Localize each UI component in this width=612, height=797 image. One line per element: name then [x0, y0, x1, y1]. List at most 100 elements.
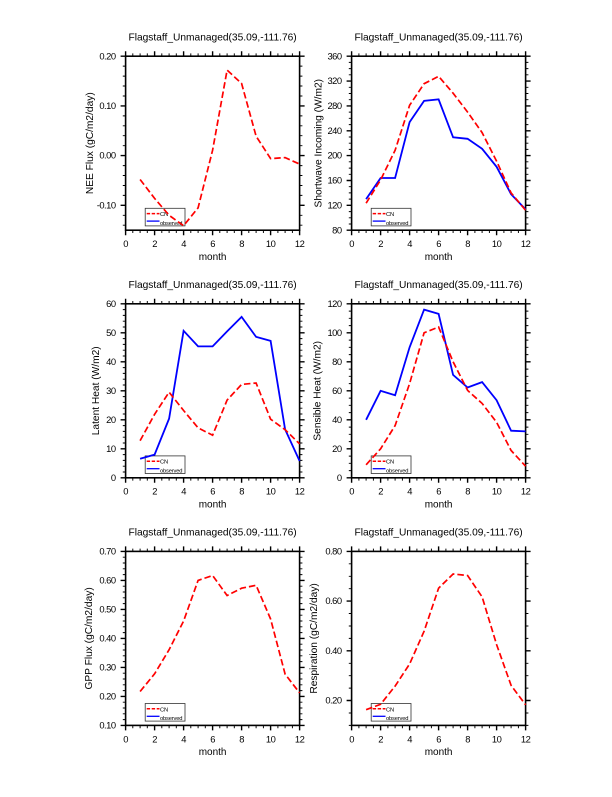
svg-text:0: 0: [123, 238, 128, 249]
svg-text:12: 12: [521, 238, 531, 249]
svg-text:0: 0: [349, 486, 354, 497]
svg-text:4: 4: [407, 486, 412, 497]
svg-text:120: 120: [327, 298, 341, 309]
svg-text:0: 0: [123, 733, 128, 744]
svg-text:0.50: 0.50: [99, 604, 116, 615]
svg-text:2: 2: [152, 733, 157, 744]
svg-text:Latent Heat (W/m2): Latent Heat (W/m2): [91, 346, 102, 435]
svg-text:4: 4: [407, 733, 412, 744]
svg-text:0.30: 0.30: [99, 662, 116, 673]
svg-text:-0.10: -0.10: [97, 199, 116, 210]
svg-text:0.60: 0.60: [325, 595, 342, 606]
svg-text:30: 30: [106, 385, 116, 396]
svg-text:month: month: [199, 252, 227, 263]
svg-text:2: 2: [378, 733, 383, 744]
svg-text:0.10: 0.10: [99, 100, 116, 111]
svg-text:10: 10: [492, 733, 502, 744]
svg-text:20: 20: [106, 414, 116, 425]
svg-text:Flagstaff_Unmanaged(35.09,-111: Flagstaff_Unmanaged(35.09,-111.76): [354, 33, 522, 44]
svg-text:6: 6: [436, 486, 441, 497]
svg-text:Flagstaff_Unmanaged(35.09,-111: Flagstaff_Unmanaged(35.09,-111.76): [354, 528, 522, 539]
svg-text:2: 2: [152, 486, 157, 497]
svg-text:CN: CN: [160, 707, 168, 713]
svg-text:2: 2: [152, 238, 157, 249]
svg-text:CN: CN: [386, 707, 394, 713]
svg-text:0.70: 0.70: [99, 546, 116, 557]
svg-text:12: 12: [295, 238, 305, 249]
svg-text:Shortwave Incoming (W/m2): Shortwave Incoming (W/m2): [314, 79, 325, 208]
svg-text:6: 6: [210, 486, 215, 497]
svg-text:0.80: 0.80: [325, 546, 342, 557]
svg-text:0.40: 0.40: [325, 645, 342, 656]
svg-text:Flagstaff_Unmanaged(35.09,-111: Flagstaff_Unmanaged(35.09,-111.76): [128, 33, 296, 44]
svg-text:20: 20: [332, 443, 342, 454]
svg-text:0: 0: [123, 486, 128, 497]
svg-text:0: 0: [349, 238, 354, 249]
svg-text:160: 160: [327, 175, 341, 186]
svg-text:0.20: 0.20: [99, 50, 116, 61]
svg-text:observed: observed: [386, 469, 408, 475]
svg-text:0.60: 0.60: [99, 575, 116, 586]
svg-text:40: 40: [332, 414, 342, 425]
svg-text:0: 0: [349, 733, 354, 744]
svg-text:8: 8: [465, 733, 470, 744]
svg-text:4: 4: [407, 238, 412, 249]
svg-text:0: 0: [337, 472, 342, 483]
svg-text:observed: observed: [386, 716, 408, 722]
svg-text:2: 2: [378, 238, 383, 249]
svg-text:360: 360: [327, 50, 341, 61]
svg-text:observed: observed: [386, 221, 408, 227]
svg-text:280: 280: [327, 100, 341, 111]
svg-text:60: 60: [332, 385, 342, 396]
svg-text:CN: CN: [386, 212, 394, 218]
svg-text:50: 50: [106, 327, 116, 338]
svg-text:0.20: 0.20: [99, 691, 116, 702]
svg-text:Flagstaff_Unmanaged(35.09,-111: Flagstaff_Unmanaged(35.09,-111.76): [128, 528, 296, 539]
svg-text:12: 12: [295, 486, 305, 497]
svg-text:10: 10: [492, 486, 502, 497]
svg-text:8: 8: [239, 733, 244, 744]
svg-text:month: month: [425, 747, 453, 758]
svg-text:10: 10: [492, 238, 502, 249]
svg-text:4: 4: [181, 733, 186, 744]
svg-text:0.20: 0.20: [325, 695, 342, 706]
svg-text:8: 8: [239, 486, 244, 497]
svg-text:60: 60: [106, 298, 116, 309]
svg-text:month: month: [425, 500, 453, 511]
svg-text:320: 320: [327, 75, 341, 86]
svg-text:observed: observed: [160, 221, 182, 227]
svg-text:0.00: 0.00: [99, 150, 116, 161]
svg-text:0.10: 0.10: [99, 720, 116, 731]
svg-text:CN: CN: [160, 212, 168, 218]
svg-text:80: 80: [332, 356, 342, 367]
svg-text:240: 240: [327, 125, 341, 136]
svg-text:200: 200: [327, 150, 341, 161]
svg-text:month: month: [199, 500, 227, 511]
svg-text:NEE Flux (gC/m2/day): NEE Flux (gC/m2/day): [85, 92, 96, 194]
svg-text:0: 0: [111, 472, 116, 483]
svg-text:10: 10: [266, 486, 276, 497]
svg-text:8: 8: [465, 238, 470, 249]
svg-text:month: month: [199, 747, 227, 758]
svg-text:GPP Flux (gC/m2/day): GPP Flux (gC/m2/day): [84, 587, 95, 689]
svg-text:6: 6: [210, 238, 215, 249]
svg-text:12: 12: [521, 733, 531, 744]
svg-text:0.40: 0.40: [99, 633, 116, 644]
svg-text:observed: observed: [160, 716, 182, 722]
svg-text:month: month: [425, 252, 453, 263]
svg-text:Respiration (gC/m2/day): Respiration (gC/m2/day): [309, 583, 320, 693]
svg-text:CN: CN: [386, 460, 394, 466]
svg-text:80: 80: [332, 224, 342, 235]
svg-text:120: 120: [327, 199, 341, 210]
svg-text:Flagstaff_Unmanaged(35.09,-111: Flagstaff_Unmanaged(35.09,-111.76): [128, 280, 296, 291]
svg-text:CN: CN: [160, 460, 168, 466]
svg-text:40: 40: [106, 356, 116, 367]
svg-text:Sensible Heat (W/m2): Sensible Heat (W/m2): [313, 341, 324, 441]
svg-text:8: 8: [239, 238, 244, 249]
svg-text:10: 10: [266, 238, 276, 249]
svg-text:4: 4: [181, 238, 186, 249]
svg-text:10: 10: [106, 443, 116, 454]
svg-text:4: 4: [181, 486, 186, 497]
svg-text:12: 12: [295, 733, 305, 744]
svg-text:2: 2: [378, 486, 383, 497]
